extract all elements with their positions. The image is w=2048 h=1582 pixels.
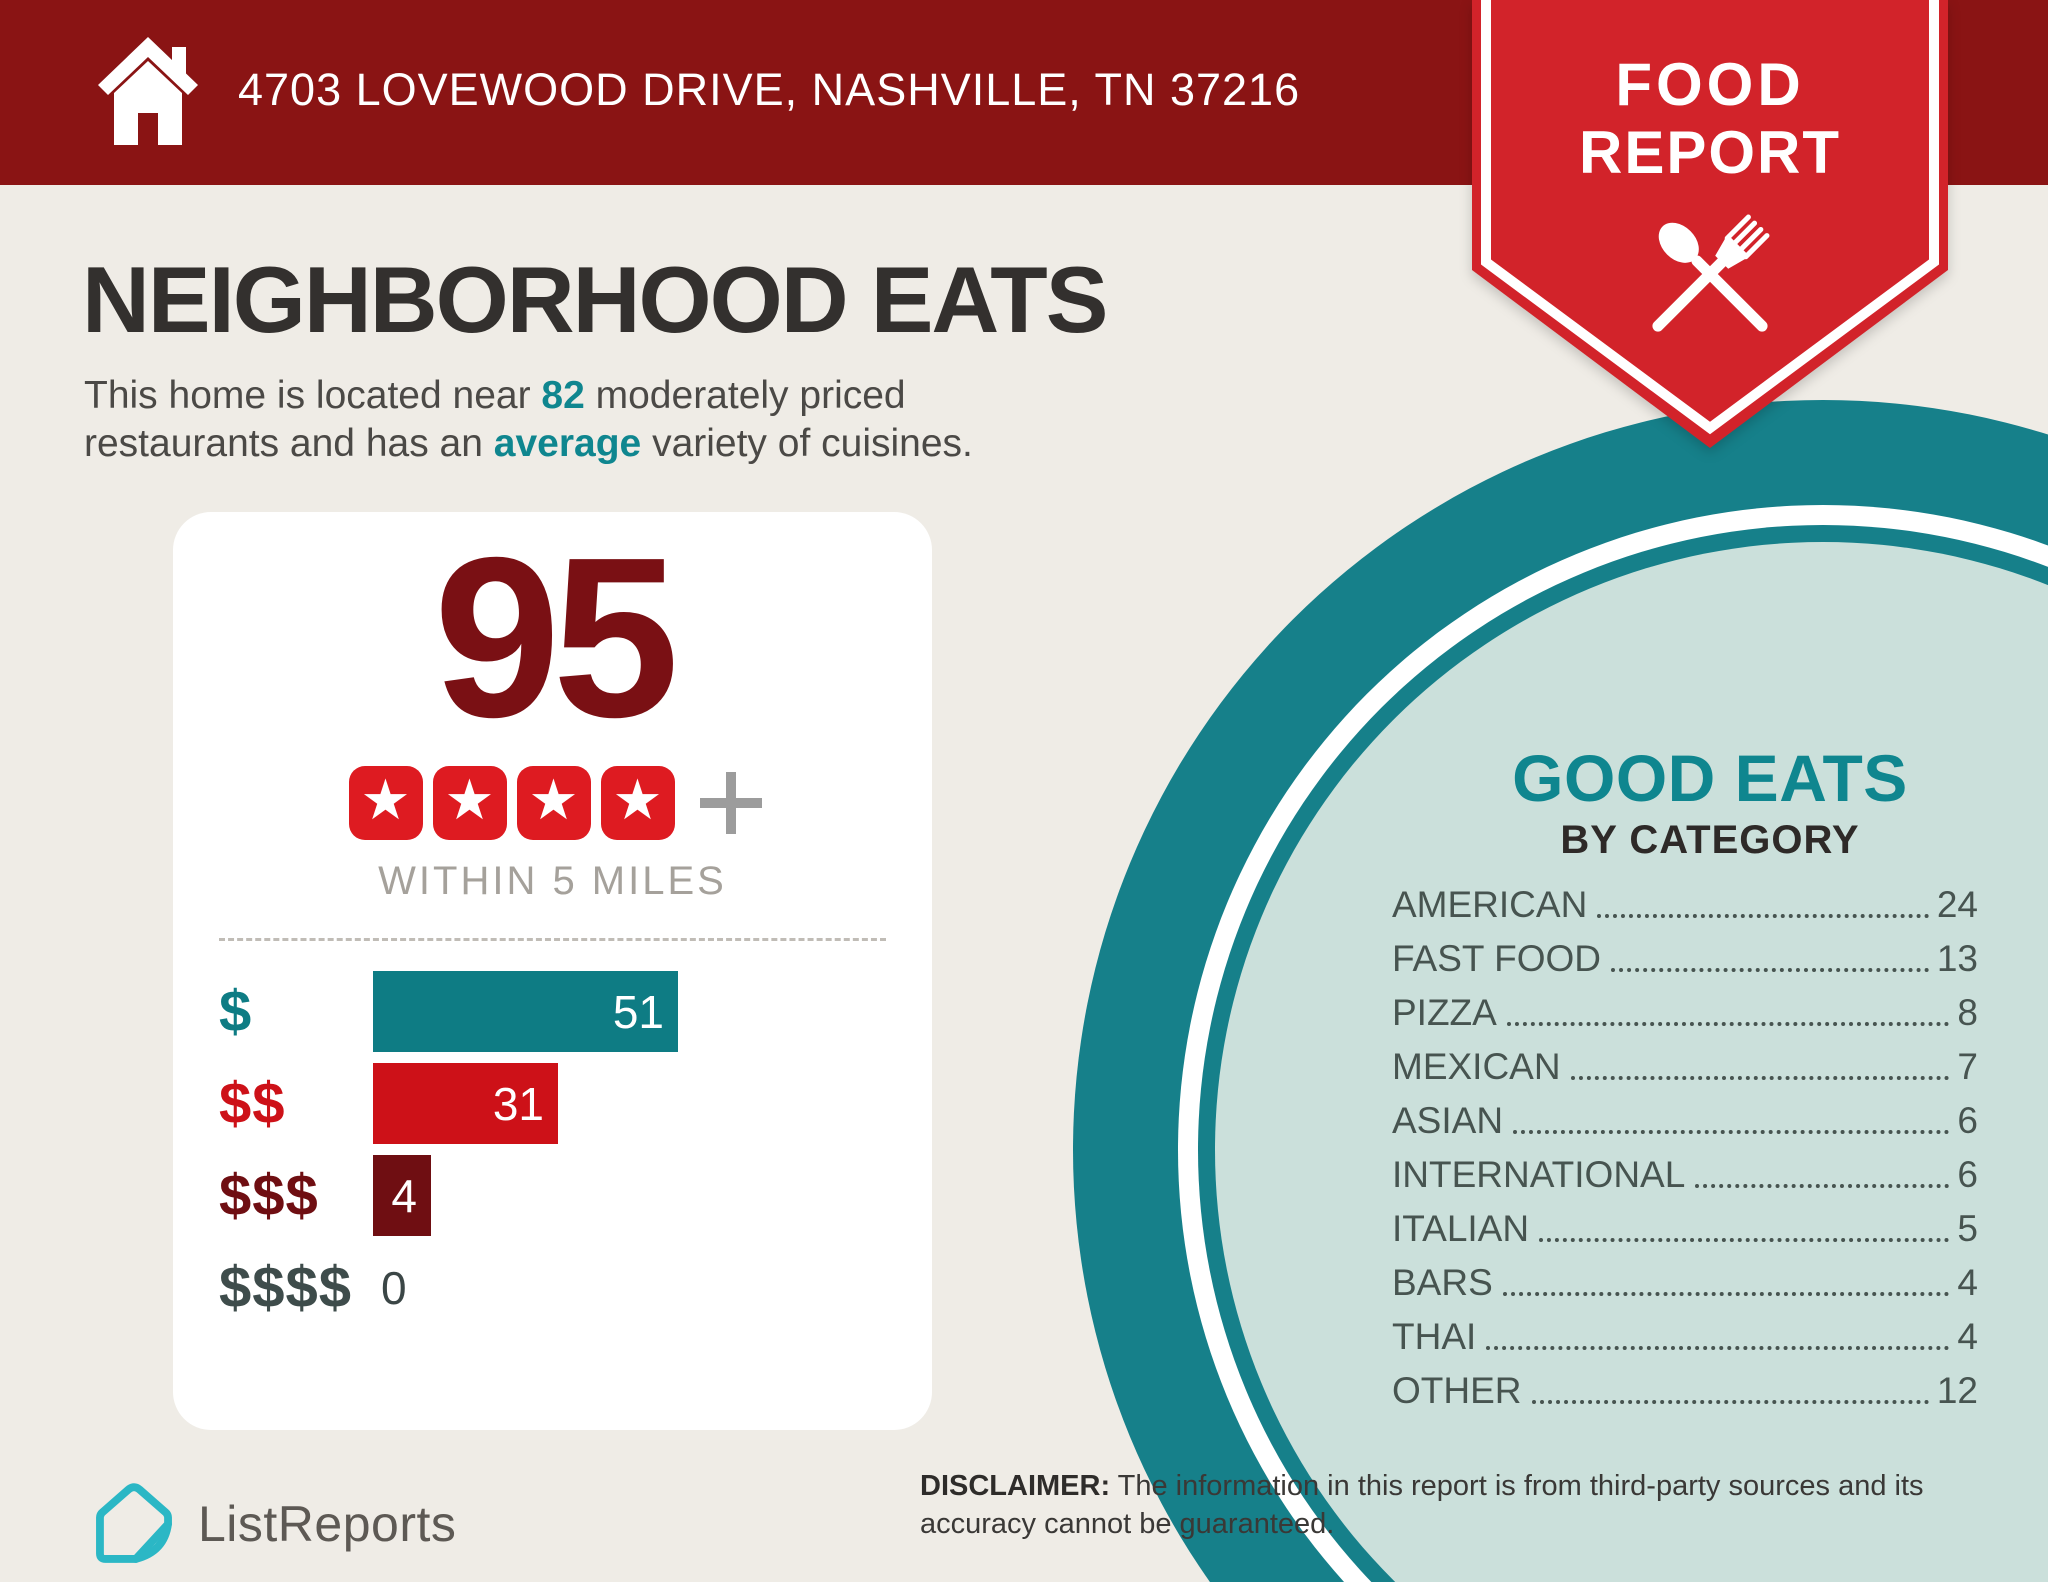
category-row: AMERICAN 24 [1392, 886, 1978, 923]
category-label: PIZZA [1392, 992, 1497, 1033]
category-label: MEXICAN [1392, 1046, 1561, 1087]
category-value: 6 [1957, 1100, 1978, 1141]
ribbon-shape [1472, 0, 1948, 448]
star-icon: ★ [600, 766, 675, 841]
category-label: FAST FOOD [1392, 938, 1602, 979]
category-row: FAST FOOD 13 [1392, 940, 1978, 977]
category-row: ASIAN 6 [1392, 1102, 1978, 1139]
price-level-bar: 31 [373, 1063, 558, 1145]
category-label: BARS [1392, 1262, 1493, 1303]
category-label: ASIAN [1392, 1100, 1504, 1141]
plus-icon [699, 772, 762, 835]
listreports-logo-icon [96, 1483, 172, 1563]
disclaimer-text: The information in this report is from t… [920, 1470, 1924, 1540]
dotted-leader [1506, 1022, 1950, 1026]
subtitle-text-2: moderately priced restaurants and has an [84, 374, 906, 465]
price-row-2: $$ 31 [219, 1063, 886, 1145]
spoon-fork-icon [1652, 214, 1770, 332]
price-level-label: $ [219, 979, 253, 1045]
page-title: NEIGHBORHOOD EATS [82, 247, 1108, 352]
category-value: 8 [1957, 992, 1978, 1033]
disclaimer-label: DISCLAIMER: [920, 1470, 1111, 1502]
price-level-chart: $ 51 $$ 31 $$$ 4 $$$$ 0 [219, 971, 886, 1328]
good-eats-title: GOOD EATS [1512, 741, 1908, 815]
price-row-3: $$$ 4 [219, 1155, 886, 1237]
bar-value: 0 [381, 1261, 407, 1314]
dotted-leader [1611, 968, 1929, 972]
dotted-leader [1695, 1184, 1950, 1188]
dotted-leader [1513, 1130, 1950, 1134]
category-value: 7 [1957, 1046, 1978, 1087]
dashed-divider [219, 938, 886, 942]
home-icon [98, 37, 198, 145]
dotted-leader [1486, 1346, 1950, 1350]
category-value: 13 [1936, 938, 1978, 979]
property-address: 4703 LOVEWOOD DRIVE, NASHVILLE, TN 37216 [238, 64, 1301, 115]
price-row-4: $$$$ 0 [219, 1247, 886, 1328]
page-subtitle: This home is located near 82 moderately … [84, 372, 1104, 467]
category-row: ITALIAN 5 [1392, 1210, 1978, 1247]
ribbon-title-line1: FOOD [1615, 51, 1805, 118]
subtitle-text-1: This home is located near [84, 374, 542, 417]
disclaimer: DISCLAIMER: The information in this repo… [920, 1468, 2005, 1543]
restaurant-score: 95 [433, 511, 680, 765]
bar-value: 4 [391, 1169, 417, 1222]
category-row: OTHER 12 [1392, 1372, 1978, 1409]
price-level-bar: 51 [373, 971, 678, 1053]
category-value: 5 [1957, 1208, 1978, 1249]
dotted-leader [1570, 1076, 1950, 1080]
category-row: INTERNATIONAL 6 [1392, 1156, 1978, 1193]
category-value: 4 [1957, 1316, 1978, 1357]
ribbon-title-line2: REPORT [1578, 119, 1842, 186]
category-list: AMERICAN 24 FAST FOOD 13 PIZZA 8 MEXICAN 7 A… [1392, 886, 1978, 1426]
price-level-bar: 4 [373, 1155, 431, 1237]
restaurant-count: 82 [541, 374, 585, 417]
category-label: INTERNATIONAL [1392, 1154, 1686, 1195]
category-label: ITALIAN [1392, 1208, 1530, 1249]
bar-value: 51 [612, 985, 664, 1038]
category-value: 4 [1957, 1262, 1978, 1303]
food-report-ribbon: FOOD REPORT [1472, 0, 1948, 452]
listreports-brand-name: ListReports [198, 1496, 457, 1552]
category-label: THAI [1392, 1316, 1477, 1357]
category-label: OTHER [1392, 1370, 1522, 1411]
dotted-leader [1539, 1238, 1950, 1242]
by-category-subtitle: BY CATEGORY [1560, 818, 1860, 862]
dotted-leader [1597, 914, 1929, 918]
category-value: 12 [1936, 1370, 1978, 1411]
price-level-label: $$ [219, 1071, 286, 1137]
within-miles-label: WITHIN 5 MILES [378, 859, 727, 904]
star-icon: ★ [348, 766, 423, 841]
listreports-brand: ListReports [88, 1478, 456, 1570]
star-tiles: ★ ★ ★ ★ [344, 766, 680, 841]
star-icon: ★ [516, 766, 591, 841]
star-icon: ★ [432, 766, 507, 841]
category-row: MEXICAN 7 [1392, 1048, 1978, 1085]
price-level-label: $$$$ [219, 1255, 353, 1321]
category-label: AMERICAN [1392, 884, 1588, 925]
price-level-bar: 0 [373, 1247, 407, 1328]
bar-value: 31 [492, 1077, 544, 1130]
price-row-1: $ 51 [219, 971, 886, 1053]
variety-highlight: average [493, 421, 642, 465]
category-row: BARS 4 [1392, 1264, 1978, 1301]
dotted-leader [1531, 1400, 1929, 1404]
score-card: 95 ★ ★ ★ ★ WITHIN 5 MILES $ 51 $$ 31 $$$ 4 … [173, 512, 932, 1430]
price-level-label: $$$ [219, 1163, 319, 1229]
subtitle-text-3: variety of cuisines. [641, 421, 973, 465]
category-value: 6 [1957, 1154, 1978, 1195]
dotted-leader [1502, 1292, 1950, 1296]
category-row: THAI 4 [1392, 1318, 1978, 1355]
category-row: PIZZA 8 [1392, 994, 1978, 1031]
category-value: 24 [1936, 884, 1978, 925]
star-rating: ★ ★ ★ ★ [173, 765, 932, 841]
